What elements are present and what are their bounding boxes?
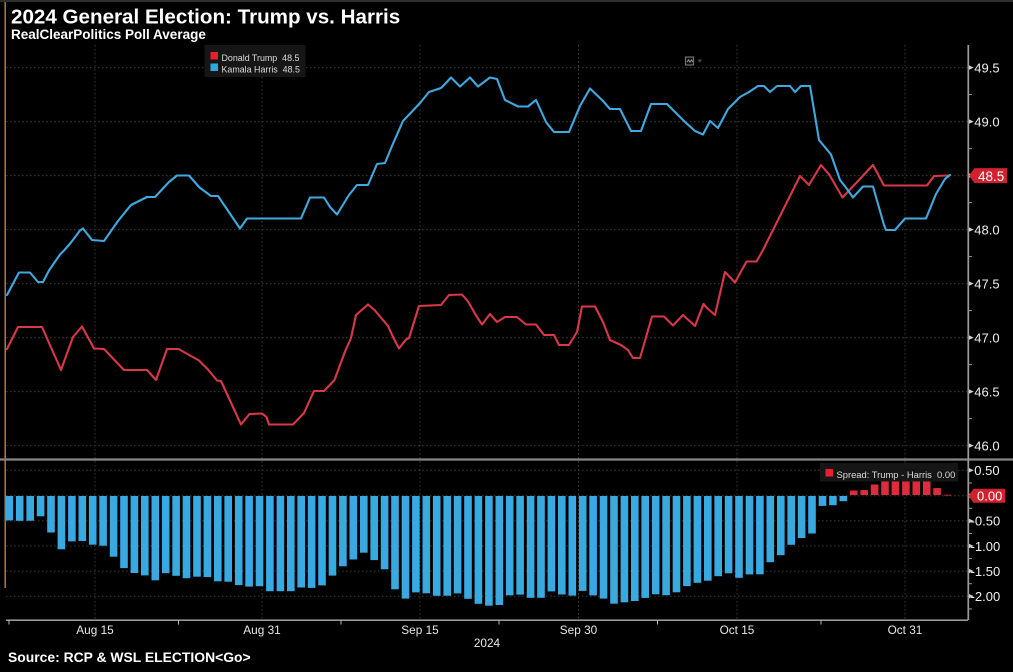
svg-text:47.0: 47.0	[974, 330, 999, 345]
svg-text:Aug 31: Aug 31	[243, 623, 280, 637]
svg-text:0.00: 0.00	[977, 489, 1002, 504]
svg-text:Kamala Harris 48.5: Kamala Harris 48.5	[222, 65, 300, 75]
svg-text:49.5: 49.5	[974, 60, 999, 75]
svg-text:-0.50: -0.50	[971, 514, 1001, 529]
svg-text:47.5: 47.5	[974, 276, 999, 291]
svg-text:Oct 31: Oct 31	[888, 623, 923, 637]
svg-text:RealClearPolitics Poll Average: RealClearPolitics Poll Average	[11, 27, 206, 42]
svg-text:2024 General Election: Trump v: 2024 General Election: Trump vs. Harris	[11, 6, 400, 29]
svg-text:2024: 2024	[474, 636, 501, 650]
svg-text:49.0: 49.0	[974, 114, 999, 129]
svg-text:48.5: 48.5	[978, 169, 1004, 184]
svg-text:Aug 15: Aug 15	[76, 623, 114, 637]
svg-text:-1.50: -1.50	[971, 564, 1001, 579]
svg-text:Sep 15: Sep 15	[401, 623, 439, 637]
svg-text:-1.00: -1.00	[971, 539, 1001, 554]
svg-text:46.5: 46.5	[974, 384, 999, 399]
svg-text:0.50: 0.50	[974, 463, 999, 478]
svg-text:Oct 15: Oct 15	[720, 623, 755, 637]
svg-text:Sep 30: Sep 30	[560, 623, 598, 637]
svg-text:Source: RCP & WSL ELECTION<Go>: Source: RCP & WSL ELECTION<Go>	[8, 649, 251, 665]
svg-text:48.0: 48.0	[974, 222, 999, 237]
svg-text:46.0: 46.0	[974, 438, 999, 453]
svg-text:Spread: Trump - Harris 0.00: Spread: Trump - Harris 0.00	[837, 469, 956, 480]
svg-text:Donald Trump 48.5: Donald Trump 48.5	[222, 53, 300, 63]
svg-text:-2.00: -2.00	[971, 589, 1001, 604]
